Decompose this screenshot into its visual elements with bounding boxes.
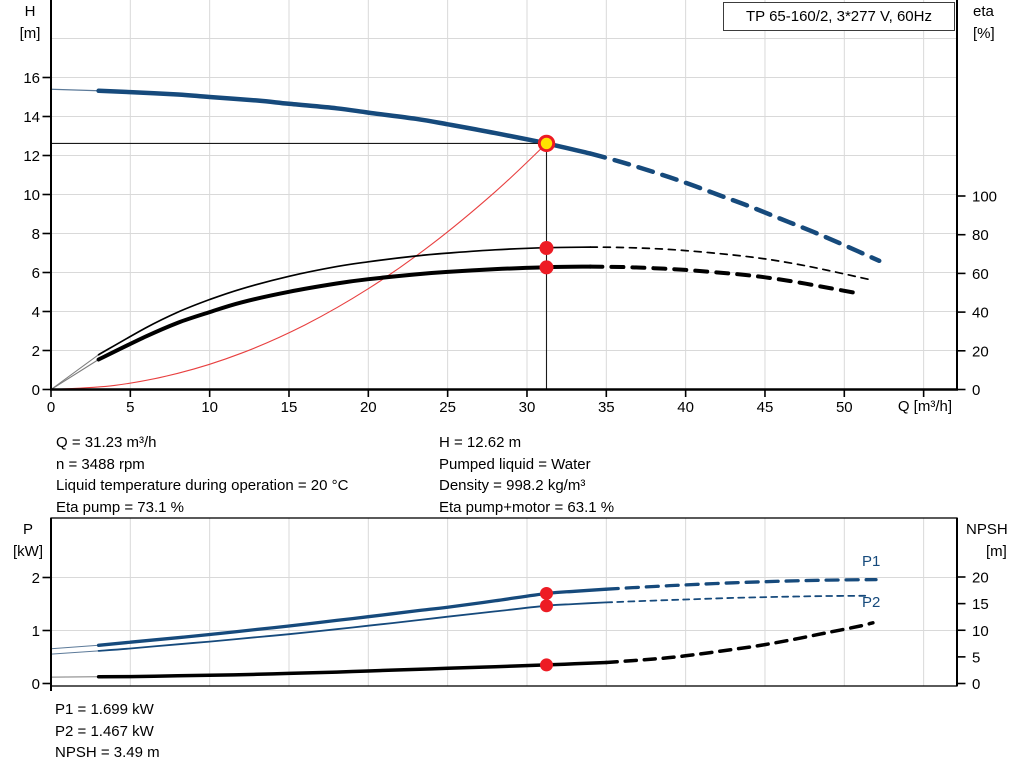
eta-pump-duty-dot (539, 241, 554, 256)
tick-label: 5 (126, 399, 134, 416)
axis-label-p: P (22, 521, 33, 538)
info-line-n: n = 3488 rpm (56, 455, 145, 473)
tick-label: 4 (32, 304, 40, 321)
info-line-eta: Eta pump = 73.1 % (56, 498, 184, 516)
tick-label: 6 (32, 265, 40, 282)
npsh-duty-dot (539, 658, 553, 672)
npsh-curve (96, 660, 609, 679)
tick-label: 60 (972, 266, 989, 283)
tick-label: 50 (836, 399, 853, 416)
tick-label: 0 (972, 382, 980, 399)
eta-pump-curve (97, 246, 592, 356)
tick-label: 100 (972, 189, 997, 206)
tick-label: 45 (757, 399, 774, 416)
tick-label: 80 (972, 227, 989, 244)
p1-curve-dashed (604, 577, 878, 591)
eta-pump-motor-curve (96, 264, 593, 362)
tick-label: 20 (972, 343, 989, 360)
p2-curve-dashed (605, 594, 869, 604)
tick-label: 35 (598, 399, 615, 416)
p2-curve (97, 601, 608, 652)
eta-pump-motor-curve-dashed (588, 264, 863, 296)
head-eta-chart[interactable]: 0 2 4 6 8 10 12 14 16 0 20 40 60 80 100 0 5 10 15 20 25 30 35 4… (0, 0, 1024, 430)
axis-label-m: [m] (19, 25, 41, 42)
info-line-p1: P1 = 1.699 kW (55, 701, 154, 718)
tick-label: 10 (972, 623, 989, 640)
eta-pump-motor-duty-dot (539, 260, 554, 275)
tick-label: 40 (972, 305, 989, 322)
info-line-npsh: NPSH = 3.49 m (55, 744, 160, 762)
tick-label: 5 (972, 649, 980, 666)
info-line-q: Q = 31.23 m³/h (56, 434, 157, 451)
duty-info-right: H = 12.62 m Pumped liquid = Water Densit… (439, 434, 614, 520)
p2-curve-label: P2 (862, 594, 881, 611)
tick-label: 2 (32, 570, 40, 587)
tick-label: 16 (23, 70, 40, 87)
tick-label: 14 (23, 109, 40, 126)
head-curve (96, 88, 593, 156)
duty-point-marker[interactable] (537, 134, 556, 153)
pump-type-box: TP 65-160/2, 3*277 V, 60Hz (723, 2, 955, 31)
tick-label: 0 (47, 399, 55, 416)
axis-label-npsh-m: [m] (986, 543, 1007, 560)
tick-label: 2 (32, 343, 40, 360)
tick-label: 20 (360, 399, 377, 416)
p1-curve (96, 587, 608, 647)
tick-label: 25 (439, 399, 456, 416)
pump-type-label: TP 65-160/2, 3*277 V, 60Hz (746, 8, 932, 25)
info-line-density: Density = 998.2 kg/m³ (439, 477, 586, 495)
axis-label-npsh: NPSH (966, 521, 1008, 538)
head-curve-dashed (588, 151, 882, 264)
eta-pump-curve-thin (50, 354, 100, 390)
duty-info-left: Q = 31.23 m³/h n = 3488 rpm Liquid tempe… (56, 434, 348, 520)
p2-duty-dot (539, 599, 553, 613)
p1-curve-thin (50, 644, 100, 650)
axis-label-q: Q [m³/h] (897, 398, 952, 415)
eta-pump-curve-dashed (589, 246, 869, 281)
head-curve-thin (50, 88, 100, 92)
tick-label: 10 (201, 399, 218, 416)
tick-label: 15 (281, 399, 298, 416)
axis-label-h: H (24, 3, 36, 20)
plot-border (50, 517, 958, 687)
system-curve (50, 142, 548, 391)
info-line-eta-tot: Eta pump+motor = 63.1 % (439, 498, 615, 516)
tick-label: 0 (972, 676, 980, 693)
info-line-p2: P2 = 1.467 kW (55, 722, 154, 740)
tick-label: 10 (23, 187, 40, 204)
p2-curve-thin (50, 650, 100, 655)
p1-duty-dot (539, 586, 553, 600)
info-line-temp: Liquid temperature during operation = 20… (56, 477, 349, 495)
tick-label: 8 (32, 226, 40, 243)
tick-label: 30 (519, 399, 536, 416)
info-line-h: H = 12.62 m (439, 434, 522, 451)
axis-label-kw: [kW] (13, 543, 43, 560)
axis-label-eta: eta (973, 3, 994, 20)
tick-label: 0 (32, 676, 40, 693)
eta-pump-motor-curve-thin (50, 358, 100, 391)
npsh-curve-dashed (604, 621, 875, 665)
tick-label: 15 (972, 596, 989, 613)
tick-label: 12 (23, 148, 40, 165)
p1-curve-label: P1 (862, 553, 881, 570)
tick-label: 1 (32, 623, 40, 640)
tick-label: 40 (677, 399, 694, 416)
tick-label: 20 (972, 570, 989, 587)
duty-info-bottom: P1 = 1.699 kW P2 = 1.467 kW NPSH = 3.49 … (55, 701, 160, 766)
axis-label-pct: [%] (973, 25, 995, 42)
tick-label: 0 (32, 382, 40, 399)
info-line-liquid: Pumped liquid = Water (439, 455, 591, 473)
